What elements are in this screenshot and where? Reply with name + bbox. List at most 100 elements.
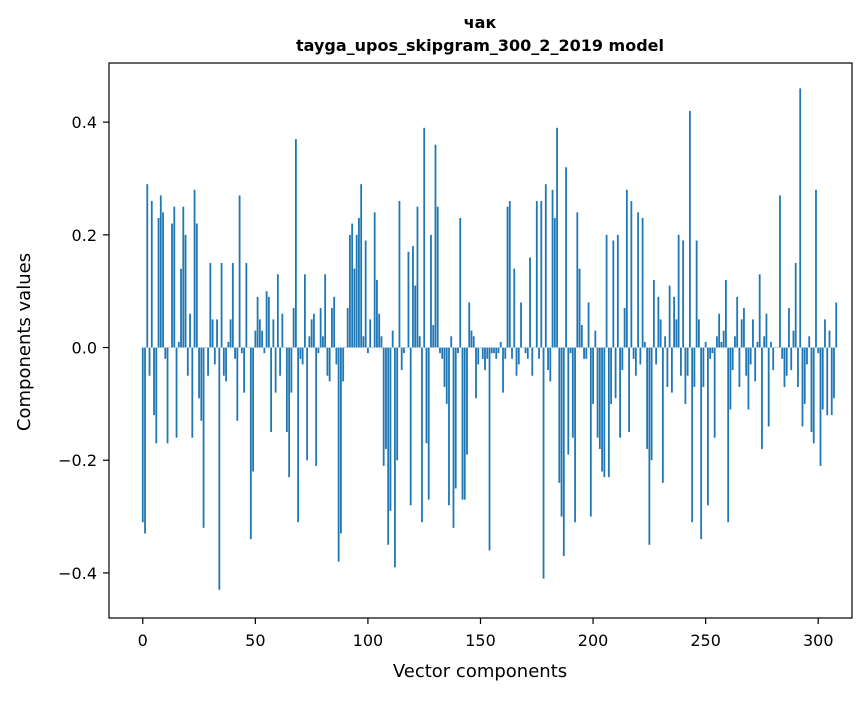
bar-component-26: [200, 348, 202, 421]
x-tick-label: 150: [465, 631, 496, 650]
bar-component-235: [671, 348, 673, 393]
bar-component-53: [261, 331, 263, 348]
bar-component-291: [797, 348, 799, 387]
bar-component-39: [230, 319, 232, 347]
bar-component-67: [293, 308, 295, 347]
bar-component-114: [399, 201, 401, 347]
bar-component-15: [176, 348, 178, 438]
bar-component-245: [693, 348, 695, 387]
bar-component-179: [545, 184, 547, 347]
bar-component-52: [259, 319, 261, 347]
bar-component-242: [687, 348, 689, 376]
bar-component-302: [822, 348, 824, 410]
bar-component-78: [317, 348, 319, 354]
bar-component-240: [682, 240, 684, 347]
bar-component-129: [432, 325, 434, 348]
x-axis-label: Vector components: [393, 661, 567, 682]
bar-component-221: [639, 348, 641, 365]
bar-component-238: [678, 235, 680, 348]
bar-component-22: [191, 348, 193, 438]
bar-component-165: [513, 269, 515, 348]
bar-component-30: [209, 263, 211, 348]
bar-component-215: [626, 190, 628, 348]
bar-component-251: [707, 348, 709, 506]
bar-component-256: [718, 314, 720, 348]
bar-component-170: [525, 348, 527, 354]
bar-component-8: [160, 195, 162, 347]
bar-component-254: [714, 348, 716, 438]
bar-component-138: [453, 348, 455, 528]
bar-component-144: [466, 348, 468, 455]
bar-component-280: [772, 348, 774, 371]
bar-component-219: [635, 348, 637, 376]
bar-component-213: [621, 348, 623, 371]
bar-component-268: [745, 348, 747, 376]
bar-component-298: [813, 348, 815, 444]
bar-component-4: [151, 201, 153, 347]
bar-component-189: [567, 348, 569, 455]
bar-component-184: [556, 128, 558, 348]
bar-component-252: [709, 348, 711, 359]
bar-component-1: [144, 348, 146, 534]
bar-component-91: [347, 308, 349, 347]
bar-component-156: [493, 348, 495, 354]
bar-component-161: [504, 348, 506, 359]
bar-component-208: [610, 348, 612, 404]
bar-component-13: [171, 224, 173, 348]
bar-component-229: [657, 297, 659, 348]
bar-component-2: [146, 184, 148, 347]
y-tick-label: 0.2: [72, 226, 97, 245]
bar-component-141: [459, 218, 461, 348]
bar-component-201: [594, 331, 596, 348]
bar-component-97: [360, 184, 362, 347]
bar-component-60: [277, 274, 279, 347]
bar-component-35: [221, 263, 223, 348]
bar-component-199: [590, 348, 592, 517]
bar-component-225: [648, 348, 650, 545]
bar-component-218: [633, 348, 635, 359]
bar-component-175: [536, 201, 538, 347]
bar-component-9: [162, 212, 164, 347]
bar-component-217: [630, 201, 632, 347]
bar-component-297: [811, 348, 813, 433]
bar-component-72: [304, 274, 306, 347]
bar-component-130: [435, 145, 437, 348]
bar-component-147: [473, 336, 475, 347]
bar-component-49: [252, 348, 254, 472]
bar-component-40: [232, 263, 234, 348]
bar-component-96: [358, 218, 360, 348]
bar-component-58: [272, 319, 274, 347]
bar-component-178: [543, 348, 545, 579]
bar-component-167: [518, 348, 520, 365]
bar-component-51: [257, 297, 259, 348]
bar-component-159: [500, 342, 502, 348]
bar-component-5: [153, 348, 155, 416]
bar-component-224: [646, 348, 648, 449]
bar-component-106: [381, 336, 383, 347]
bar-component-20: [187, 348, 189, 376]
bar-component-287: [788, 308, 790, 347]
bar-component-124: [421, 348, 423, 523]
bar-component-227: [653, 280, 655, 348]
bar-component-80: [322, 336, 324, 347]
bar-component-136: [448, 348, 450, 506]
bar-component-65: [288, 348, 290, 478]
bar-component-232: [664, 336, 666, 347]
bar-component-288: [790, 348, 792, 371]
bar-component-66: [290, 348, 292, 393]
bar-component-48: [250, 348, 252, 540]
bar-component-301: [820, 348, 822, 466]
bar-component-121: [414, 286, 416, 348]
y-tick-label: 0.4: [72, 113, 97, 132]
y-axis-label: Components values: [14, 253, 35, 431]
bar-component-6: [155, 348, 157, 444]
bar-component-44: [241, 348, 243, 354]
bar-component-0: [142, 348, 144, 523]
bar-component-279: [770, 342, 772, 348]
bar-component-236: [673, 297, 675, 348]
bar-component-16: [178, 342, 180, 348]
bar-component-36: [223, 348, 225, 376]
bar-component-75: [311, 319, 313, 347]
bar-component-290: [795, 263, 797, 348]
bar-component-113: [396, 348, 398, 461]
